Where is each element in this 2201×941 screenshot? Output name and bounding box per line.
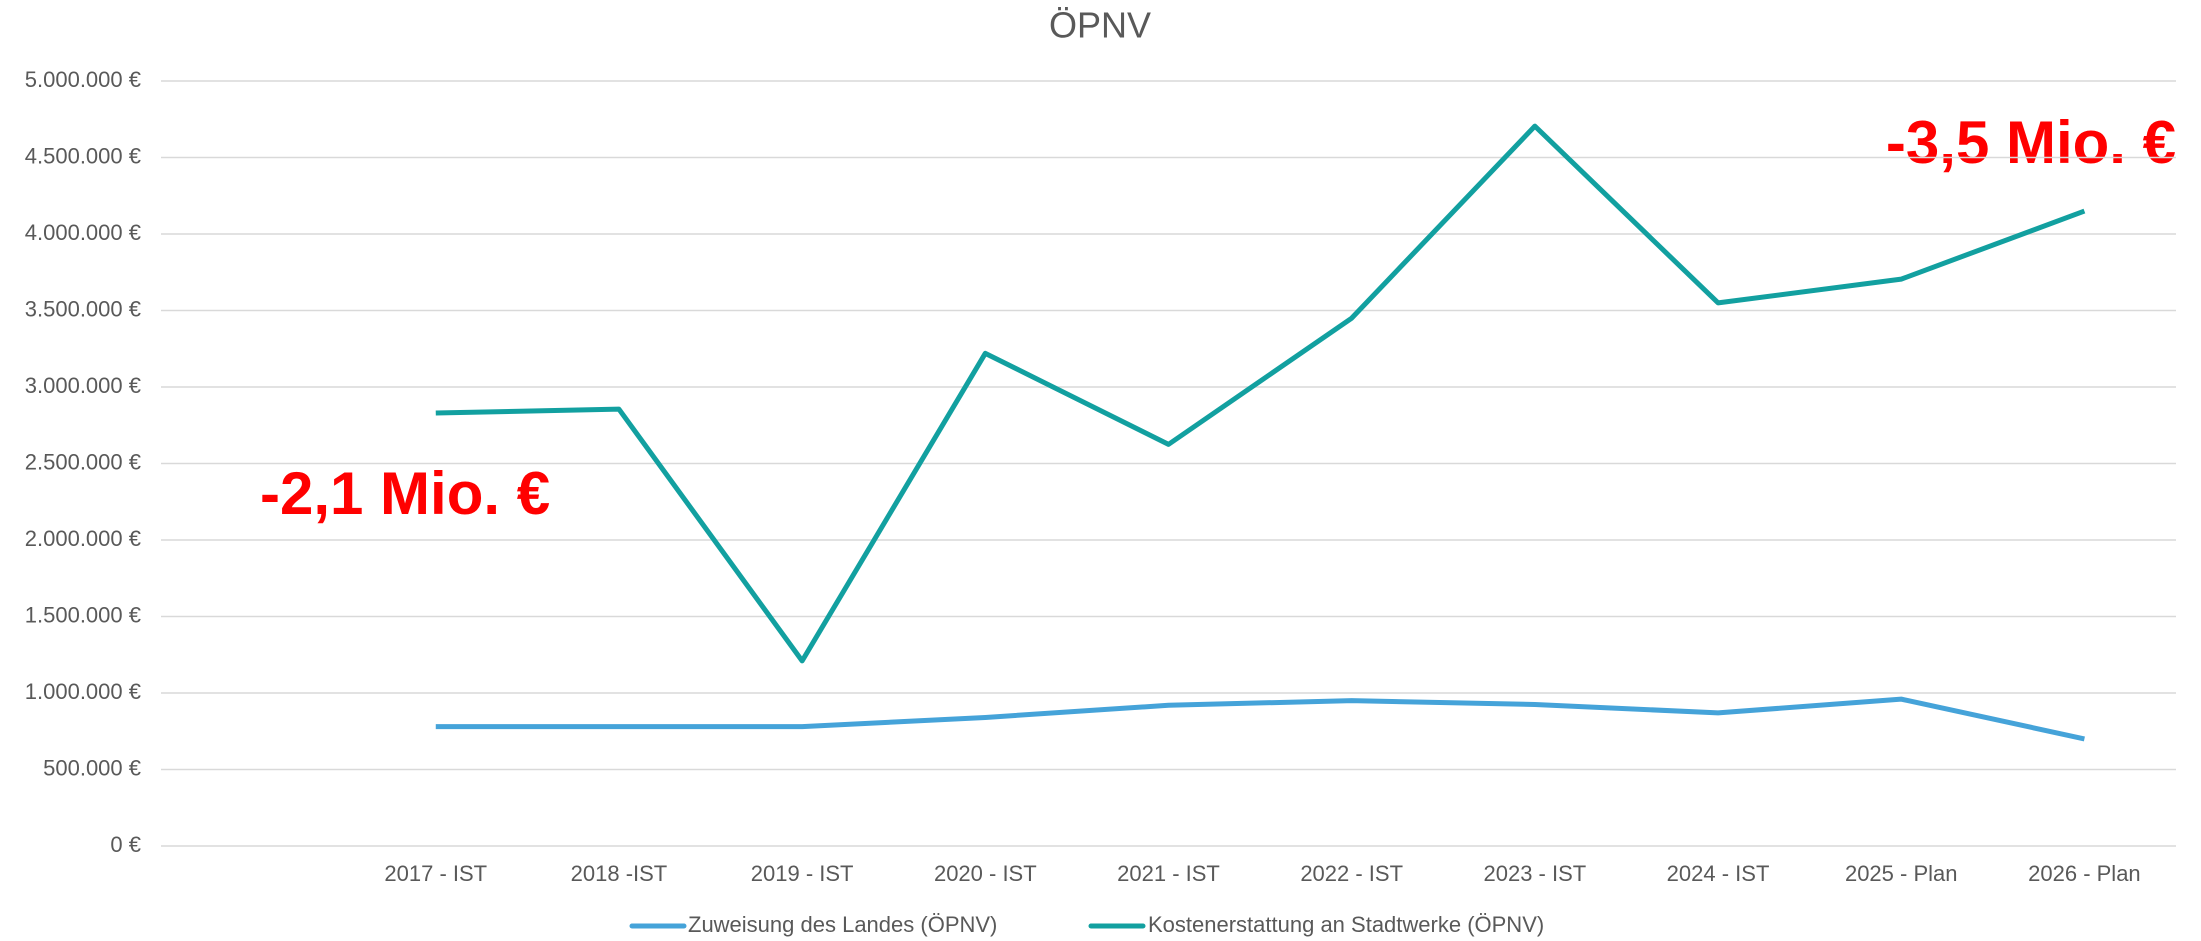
y-tick-label: 2.500.000 € — [25, 449, 141, 474]
y-tick-label: 4.500.000 € — [25, 143, 141, 168]
x-tick-label: 2017 - IST — [384, 861, 487, 886]
y-tick-label: 2.000.000 € — [25, 526, 141, 551]
x-tick-label: 2025 - Plan — [1845, 861, 1958, 886]
annotation: -3,5 Mio. € — [1886, 109, 2176, 176]
x-tick-label: 2021 - IST — [1117, 861, 1220, 886]
y-tick-label: 4.000.000 € — [25, 220, 141, 245]
y-tick-label: 5.000.000 € — [25, 67, 141, 92]
x-tick-label: 2022 - IST — [1300, 861, 1403, 886]
y-tick-label: 3.000.000 € — [25, 373, 141, 398]
y-tick-label: 1.000.000 € — [25, 679, 141, 704]
annotation: -2,1 Mio. € — [260, 460, 550, 527]
line-series — [435, 696, 2085, 742]
legend-label: Kostenerstattung an Stadtwerke (ÖPNV) — [1148, 912, 1544, 937]
y-tick-label: 3.500.000 € — [25, 296, 141, 321]
x-tick-label: 2026 - Plan — [2028, 861, 2141, 886]
chart-title: ÖPNV — [1049, 5, 1151, 46]
x-tick-label: 2018 -IST — [571, 861, 668, 886]
x-tick-label: 2019 - IST — [751, 861, 854, 886]
x-tick-label: 2024 - IST — [1667, 861, 1770, 886]
y-tick-label: 0 € — [110, 832, 141, 857]
line-series — [435, 123, 2086, 664]
x-tick-label: 2023 - IST — [1484, 861, 1587, 886]
y-tick-label: 1.500.000 € — [25, 602, 141, 627]
y-tick-label: 500.000 € — [43, 755, 141, 780]
legend-label: Zuweisung des Landes (ÖPNV) — [688, 912, 997, 937]
x-tick-label: 2020 - IST — [934, 861, 1037, 886]
